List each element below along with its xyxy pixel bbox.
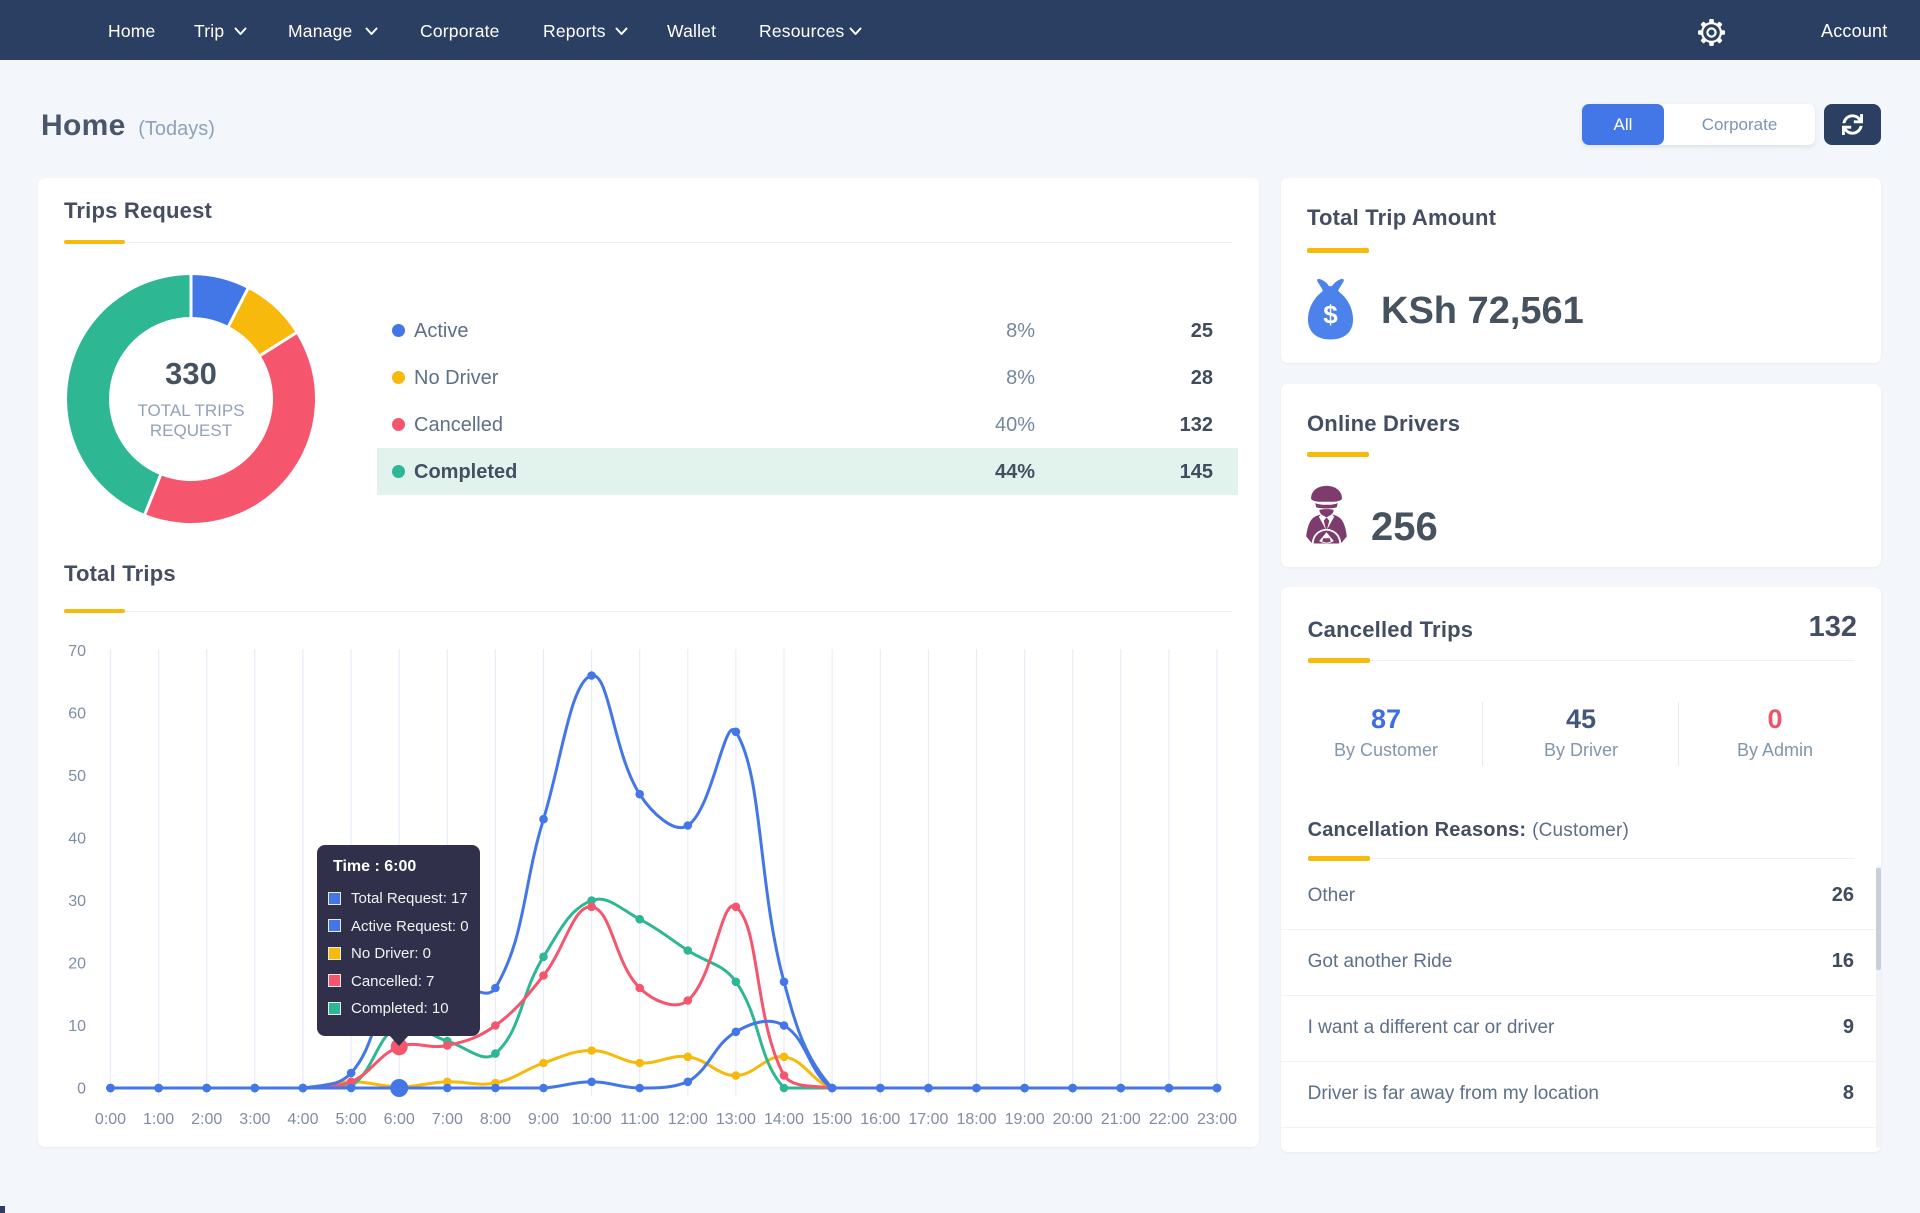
svg-text:20:00: 20:00 bbox=[1053, 1111, 1093, 1128]
svg-text:23:00: 23:00 bbox=[1197, 1111, 1237, 1128]
svg-text:10: 10 bbox=[68, 1018, 86, 1035]
svg-text:10:00: 10:00 bbox=[572, 1111, 612, 1128]
svg-text:21:00: 21:00 bbox=[1101, 1111, 1141, 1128]
svg-text:70: 70 bbox=[68, 643, 86, 660]
svg-text:$: $ bbox=[1323, 300, 1338, 330]
svg-text:7:00: 7:00 bbox=[432, 1111, 463, 1128]
svg-text:50: 50 bbox=[68, 768, 86, 785]
svg-text:22:00: 22:00 bbox=[1149, 1111, 1189, 1128]
svg-text:0:00: 0:00 bbox=[95, 1111, 126, 1128]
svg-text:20: 20 bbox=[68, 956, 86, 973]
svg-text:0: 0 bbox=[77, 1081, 86, 1098]
svg-text:5:00: 5:00 bbox=[336, 1111, 367, 1128]
svg-text:16:00: 16:00 bbox=[860, 1111, 900, 1128]
svg-text:11:00: 11:00 bbox=[620, 1111, 659, 1128]
svg-text:14:00: 14:00 bbox=[764, 1111, 804, 1128]
svg-text:12:00: 12:00 bbox=[668, 1111, 708, 1128]
svg-text:8:00: 8:00 bbox=[480, 1111, 511, 1128]
svg-text:9:00: 9:00 bbox=[528, 1111, 559, 1128]
svg-text:4:00: 4:00 bbox=[287, 1111, 318, 1128]
svg-text:17:00: 17:00 bbox=[908, 1111, 948, 1128]
svg-text:3:00: 3:00 bbox=[239, 1111, 270, 1128]
svg-text:18:00: 18:00 bbox=[956, 1111, 996, 1128]
svg-text:1:00: 1:00 bbox=[143, 1111, 174, 1128]
svg-text:19:00: 19:00 bbox=[1005, 1111, 1045, 1128]
svg-text:13:00: 13:00 bbox=[716, 1111, 756, 1128]
svg-text:60: 60 bbox=[68, 706, 86, 723]
svg-text:40: 40 bbox=[68, 831, 86, 848]
svg-text:30: 30 bbox=[68, 893, 86, 910]
svg-text:2:00: 2:00 bbox=[191, 1111, 222, 1128]
svg-text:6:00: 6:00 bbox=[384, 1111, 415, 1128]
svg-text:15:00: 15:00 bbox=[812, 1111, 852, 1128]
